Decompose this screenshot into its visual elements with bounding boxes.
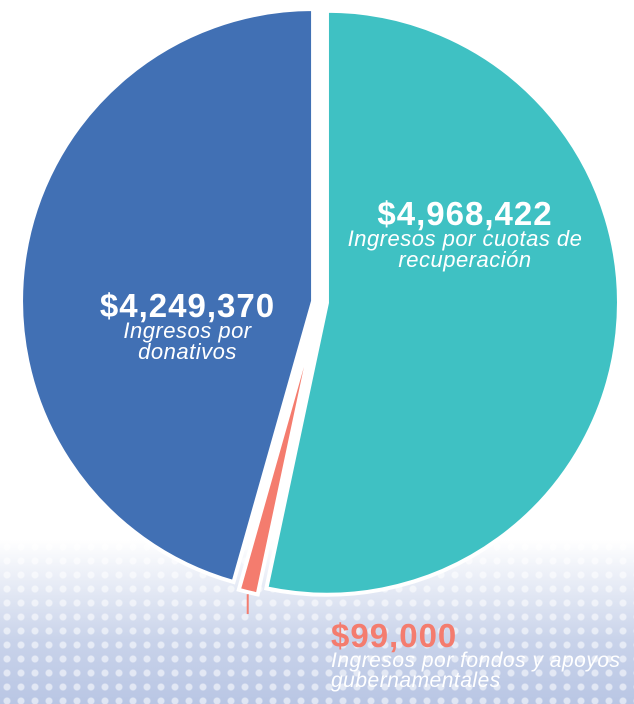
value-label: $4,968,422 <box>377 195 553 232</box>
pie-slice <box>236 308 321 597</box>
pie-slice <box>263 8 621 597</box>
value-label: $99,000 <box>331 617 458 654</box>
value-label: $4,249,370 <box>99 287 276 324</box>
category-label: Ingresos por donativos <box>123 318 252 365</box>
slice-label: $99,000 Ingresos por fondos y apoyos gub… <box>331 617 631 693</box>
slice-label: $4,968,422 Ingresos por cuotas de recupe… <box>335 195 595 273</box>
slice-label: $4,249,370 Ingresos por donativos <box>90 287 285 365</box>
category-label: Ingresos por fondos y apoyos gubernament… <box>331 649 621 693</box>
pie-slice <box>19 7 316 585</box>
category-label: Ingresos por cuotas de recuperación <box>347 226 583 273</box>
